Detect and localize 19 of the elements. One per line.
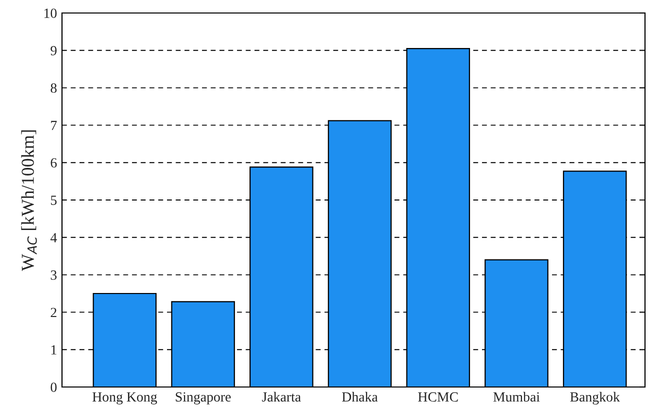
x-tick-label: Dhaka	[342, 392, 378, 402]
y-tick-label: 0	[50, 382, 57, 392]
x-tick-label: Hong Kong	[92, 392, 158, 404]
x-tick-label: Jakarta	[262, 392, 301, 402]
y-tick-label: 10	[44, 8, 57, 18]
x-tick-label: Singapore	[176, 392, 231, 404]
y-tick-label: 9	[50, 46, 57, 56]
y-tick-label: 2	[50, 308, 56, 318]
y-tick-label: 7	[51, 120, 57, 130]
y-tick-label: 4	[50, 233, 57, 242]
y-axis-title: W$_{AC}$ [kWh/100km]	[21, 130, 37, 272]
x-tick-label: Mumbai	[493, 392, 540, 402]
x-tick-label: HCMC	[418, 392, 458, 402]
y-tick-label: 5	[51, 196, 57, 205]
y-tick-label: 1	[51, 345, 56, 354]
y-tick-label: 8	[50, 83, 57, 93]
y-tick-label: 6	[50, 158, 57, 168]
y-tick-label: 3	[50, 270, 57, 280]
x-tick-label: Bangkok	[570, 392, 620, 404]
